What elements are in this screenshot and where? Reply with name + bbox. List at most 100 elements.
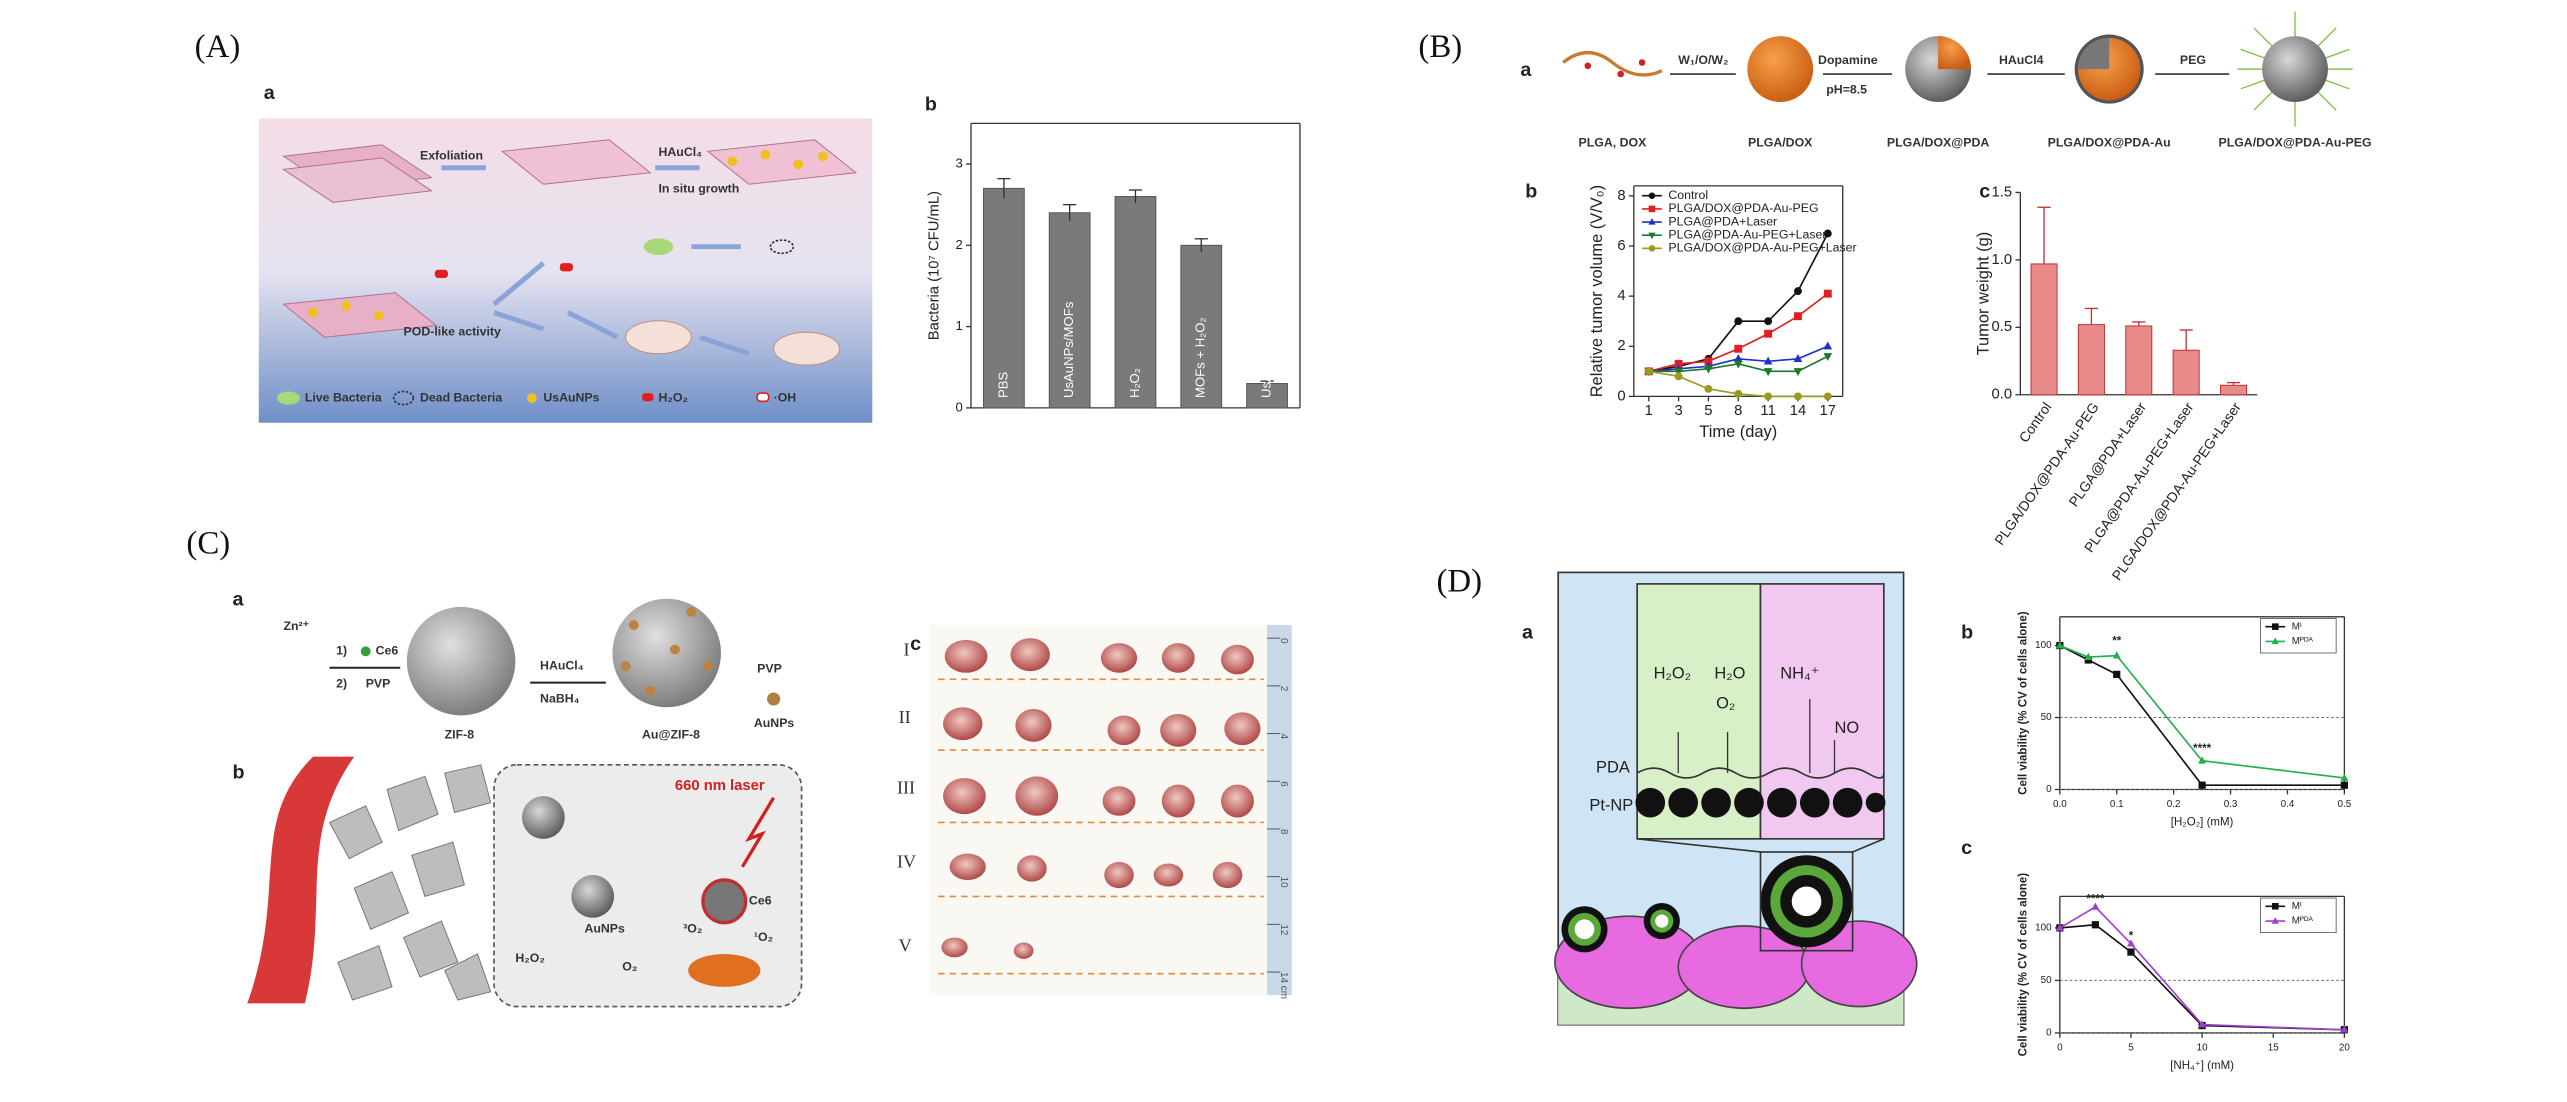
x-tick-label: 11 — [1760, 403, 1775, 419]
annotation: **** — [2193, 743, 2211, 755]
marker — [1794, 287, 1802, 296]
label: PDA — [1596, 758, 1630, 776]
x-tick-label: 14 — [1790, 403, 1806, 419]
marker — [2271, 637, 2279, 645]
sub-label: b — [925, 93, 937, 115]
diagram-a: Exfoliation HAuCl₄ In situ growth POD-li… — [258, 118, 873, 423]
row-label: IV — [897, 852, 916, 872]
category-label: UsAuNPs/MOFs — [1061, 301, 1076, 398]
legend-label: Mᴵ — [2292, 901, 2302, 912]
x-tick-label: 15 — [2268, 1042, 2279, 1053]
y-tick-label: 1.5 — [1992, 184, 2013, 200]
marker — [1704, 365, 1713, 374]
marker — [1733, 360, 1743, 369]
category-label: Control — [2016, 399, 2055, 445]
ruler-label: 0 — [1278, 638, 1289, 644]
chart: 0 50 100 0.0 0.1 0.2 0.3 0.4 0.5 Cell viability (… — [2018, 611, 2352, 828]
label: PLGA/DOX@PDA — [1887, 135, 1990, 149]
bar — [982, 187, 1025, 409]
marker — [1648, 192, 1656, 200]
label: 1) — [336, 644, 347, 658]
x-tick-label: 10 — [2197, 1042, 2208, 1053]
marker — [1823, 353, 1833, 362]
x-tick-label: 17 — [1820, 403, 1836, 419]
legend-label: Mᴾᴰᴬ — [2292, 916, 2314, 927]
annotation: ** — [2112, 635, 2121, 647]
label: Dopamine — [1818, 53, 1878, 67]
marker — [1763, 356, 1773, 365]
panel-label: (D) — [1436, 563, 1482, 599]
label: Pt-NP — [1589, 796, 1633, 814]
ruler-label: 4 — [1278, 734, 1289, 740]
x-axis-label: [NH₄⁺] (mM) — [2170, 1060, 2234, 1072]
marker — [2055, 923, 2064, 931]
label: ·OH — [774, 390, 797, 404]
sub-label: a — [1522, 621, 1534, 643]
series-line — [2059, 644, 2345, 786]
label: Exfoliation — [420, 149, 483, 163]
marker — [1644, 367, 1653, 376]
sub-label: b — [1525, 181, 1537, 203]
y-tick-label: 0 — [2046, 1028, 2052, 1039]
label: O₂ — [1716, 694, 1735, 712]
marker — [1793, 368, 1803, 377]
label: In situ growth — [658, 181, 739, 195]
marker — [2272, 902, 2279, 910]
label: NaBH₄ — [540, 691, 580, 705]
bar — [2172, 349, 2200, 396]
marker — [1648, 205, 1656, 213]
label: ZIF-8 — [445, 727, 475, 741]
marker — [2113, 670, 2121, 678]
label: Au@ZIF-8 — [642, 727, 700, 741]
label: AuNPs — [754, 716, 795, 730]
label: HAuCl4 — [1999, 53, 2044, 67]
marker — [1734, 317, 1743, 326]
y-tick-label: 0.0 — [1992, 387, 2013, 403]
marker — [2272, 623, 2279, 630]
y-tick-label: 2 — [955, 237, 962, 252]
row-label: II — [899, 707, 911, 727]
label: H₂O — [1714, 665, 1745, 683]
y-tick-label: 2 — [1617, 338, 1625, 354]
label: PLGA/DOX — [1748, 135, 1813, 149]
x-tick-label: 1 — [1645, 403, 1653, 419]
sub-label: b — [1961, 621, 1973, 643]
marker — [2340, 781, 2348, 789]
y-tick-label: 0 — [1617, 388, 1625, 404]
marker — [1764, 392, 1773, 401]
x-tick-label: 5 — [2128, 1042, 2134, 1053]
legend-label: Mᴾᴰᴬ — [2292, 636, 2314, 647]
bar — [2125, 325, 2153, 396]
bar — [1180, 244, 1223, 409]
ruler-label: 8 — [1278, 829, 1289, 835]
marker — [1648, 232, 1656, 240]
label: H₂O₂ — [1654, 665, 1691, 683]
y-axis-label: Relative tumor volume (V/V₀) — [1588, 185, 1606, 397]
label: ¹O₂ — [754, 930, 773, 944]
marker — [2127, 948, 2135, 956]
legend-label: Mᴵ — [2292, 621, 2302, 632]
legend-box — [2260, 897, 2337, 933]
marker — [2198, 781, 2206, 789]
annotation: **** — [2086, 894, 2104, 906]
marker — [2091, 902, 2100, 910]
bar — [2077, 324, 2105, 396]
label: Dead Bacteria — [420, 390, 502, 404]
label: AuNPs — [584, 922, 625, 936]
label: W₁/O/W₂ — [1678, 53, 1728, 67]
label: ³O₂ — [683, 922, 702, 936]
marker — [1674, 359, 1683, 368]
category-label: MOFs + H₂O₂ — [1193, 317, 1208, 398]
x-axis-label: [H₂O₂] (mM) — [2171, 816, 2234, 828]
panel-label: (C) — [186, 526, 230, 562]
label: H₂O₂ — [515, 951, 544, 965]
x-tick-label: 0 — [2057, 1042, 2063, 1053]
sub-label: a — [264, 82, 276, 104]
diagram-d: H₂O₂ H₂O O₂ NH₄⁺ NO PDA Pt-NP — [1554, 571, 1918, 1026]
y-tick-label: 0 — [2046, 784, 2052, 795]
bar — [1048, 212, 1091, 409]
chart: 0 1 2 3 Bacteria (10⁷ CFU/mL) PBS UsAuNPs/MOFs… — [927, 122, 1301, 414]
annotation: * — [2129, 930, 2134, 942]
